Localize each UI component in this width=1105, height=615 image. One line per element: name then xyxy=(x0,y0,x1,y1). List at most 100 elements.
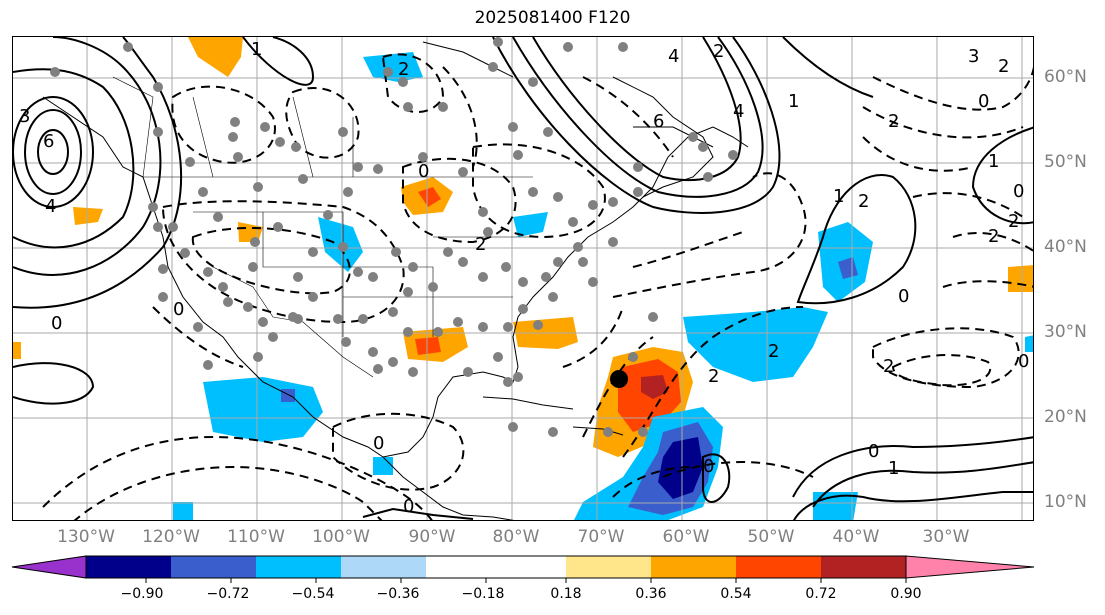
lat-label: 20°N xyxy=(1044,407,1087,427)
contour-label: 2 xyxy=(475,234,486,255)
colorbar-segment xyxy=(426,556,566,578)
contour-label: 0 xyxy=(898,286,909,307)
contour-label: 6 xyxy=(653,111,664,132)
contour-label: 3 xyxy=(968,46,979,67)
cyan-region xyxy=(363,52,423,82)
colorbar-segment xyxy=(171,556,256,578)
contour-label: 0 xyxy=(978,91,989,112)
coastlines xyxy=(42,41,749,520)
contour-label: 0 xyxy=(1013,181,1024,202)
colorbar-tick-label: 0.72 xyxy=(805,586,837,602)
contour-label: 0 xyxy=(868,441,879,462)
contour-label: 2 xyxy=(888,111,899,132)
red-region xyxy=(418,187,441,207)
contour-label: 2 xyxy=(708,366,719,387)
contour-label: 0 xyxy=(418,161,429,182)
cyan-region xyxy=(513,212,548,237)
lon-label: 40°W xyxy=(832,527,880,547)
lon-label: 30°W xyxy=(922,527,970,547)
lon-label: 80°W xyxy=(492,527,540,547)
contours-positive xyxy=(13,37,1033,520)
contour-label: 1 xyxy=(888,458,899,479)
lat-label: 30°N xyxy=(1044,322,1087,342)
colorbar-segment xyxy=(651,556,736,578)
colorbar-segment xyxy=(566,556,651,578)
cyan-region xyxy=(1025,335,1033,352)
contour-label: 2 xyxy=(1008,211,1019,232)
colorbar-tick-label: 0.36 xyxy=(635,586,667,602)
lon-label: 70°W xyxy=(577,527,625,547)
orange-region xyxy=(73,207,103,225)
map-plot: 1 2 3 4 6 0 4 2 0 0 6 4 1 2 3 0 2 1 1 2 … xyxy=(13,37,1033,520)
colorbar-tick-label: 0.90 xyxy=(890,586,922,602)
lat-label: 10°N xyxy=(1044,492,1087,512)
orange-region xyxy=(13,342,21,359)
orange-region xyxy=(238,222,263,242)
map-gridlines xyxy=(13,37,1033,520)
contour-label: 2 xyxy=(883,356,894,377)
contour-label: 4 xyxy=(668,46,679,67)
contour-label: 4 xyxy=(45,196,56,217)
cyan-region xyxy=(683,307,828,382)
contour-label: 2 xyxy=(988,226,999,247)
colorbar-tick-label: −0.72 xyxy=(206,586,250,602)
lon-label: 90°W xyxy=(408,527,456,547)
darkred-region xyxy=(641,375,668,399)
contour-label: 0 xyxy=(703,456,714,477)
contour-label: 0 xyxy=(373,433,384,454)
colorbar-segment xyxy=(86,556,171,578)
colorbar-extend-high xyxy=(905,555,1035,579)
storm-center-marker xyxy=(610,370,628,388)
contour-label: 1 xyxy=(788,91,799,112)
colorbar-segment xyxy=(341,556,426,578)
lat-label: 40°N xyxy=(1044,237,1087,257)
contour-label: 3 xyxy=(19,106,30,127)
colorbar-segment xyxy=(821,556,906,578)
colorbar-tick-label: 0.54 xyxy=(720,586,752,602)
lon-label: 50°W xyxy=(747,527,795,547)
blue-region xyxy=(838,257,858,279)
contours-negative xyxy=(42,53,1033,520)
lon-label: 120°W xyxy=(142,527,200,547)
orange-region xyxy=(188,37,243,77)
colorbar-segment xyxy=(736,556,821,578)
colorbar-segment xyxy=(256,556,341,578)
contour-label: 2 xyxy=(998,56,1009,77)
blue-region xyxy=(281,389,295,402)
colorbar-extend-low xyxy=(11,555,87,579)
orange-region xyxy=(1008,265,1033,292)
contour-label: 4 xyxy=(733,101,744,122)
lat-label: 50°N xyxy=(1044,152,1087,172)
colorbar xyxy=(11,555,1035,583)
lon-label: 60°W xyxy=(662,527,710,547)
contour-label: 0 xyxy=(1018,351,1029,372)
contour-label: 2 xyxy=(768,341,779,362)
map-panel: 1 2 3 4 6 0 4 2 0 0 6 4 1 2 3 0 2 1 1 2 … xyxy=(12,36,1034,521)
contour-label: 2 xyxy=(713,41,724,62)
colorbar-tick-label: 0.18 xyxy=(550,586,582,602)
station-dots xyxy=(50,37,738,437)
lon-label: 110°W xyxy=(227,527,285,547)
lat-label: 60°N xyxy=(1044,67,1087,87)
colorbar-tick-label: −0.36 xyxy=(376,586,420,602)
political-borders xyxy=(112,76,533,378)
contour-label: 0 xyxy=(51,313,62,334)
map-title: 2025081400 F120 xyxy=(474,8,631,28)
contour-label: 0 xyxy=(173,299,184,320)
contour-label: 1 xyxy=(833,186,844,207)
colorbar-tick-label: −0.18 xyxy=(461,586,505,602)
contour-label: 1 xyxy=(251,39,262,60)
lon-label: 130°W xyxy=(57,527,115,547)
contour-label: 1 xyxy=(988,151,999,172)
contour-label: 2 xyxy=(398,59,409,80)
lon-label: 100°W xyxy=(312,527,370,547)
contour-label: 2 xyxy=(858,191,869,212)
cyan-region xyxy=(373,457,393,475)
contour-label: 0 xyxy=(403,496,414,517)
contour-label: 6 xyxy=(43,131,54,152)
cyan-region xyxy=(173,502,193,520)
colorbar-tick-label: −0.90 xyxy=(120,586,164,602)
contour-labels: 1 2 3 4 6 0 4 2 0 0 6 4 1 2 3 0 2 1 1 2 … xyxy=(19,39,1029,517)
colorbar-tick-label: −0.54 xyxy=(291,586,335,602)
red-region xyxy=(415,337,441,355)
